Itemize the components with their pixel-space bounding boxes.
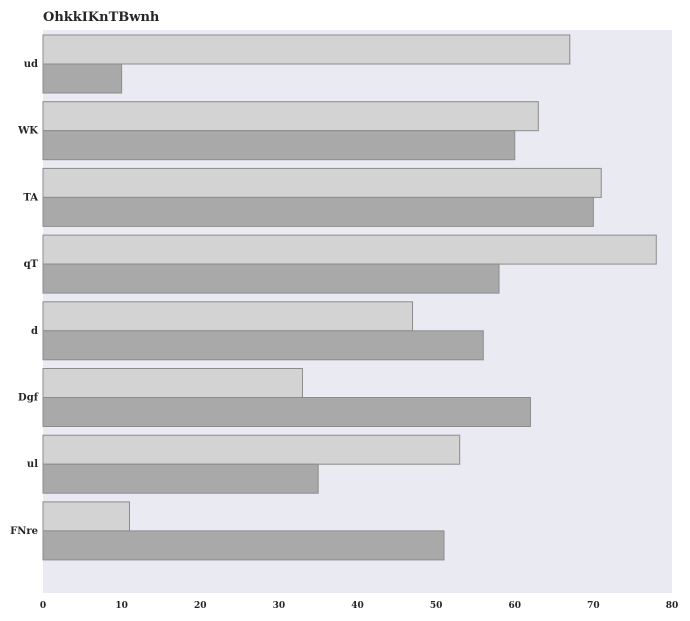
bar-fnre-series-2 [42,530,445,561]
x-tick-label-80: 80 [666,601,679,611]
x-tick-label-0: 0 [40,601,46,611]
bar-wk-series-2 [42,130,516,161]
x-axis-ticks: 0 10 20 30 40 50 60 70 80 [40,601,678,611]
x-tick-label-30: 30 [273,601,286,611]
bar-ta-series-1 [42,167,602,198]
bars-group [42,34,657,561]
category-label-qt: qT [24,259,39,270]
bar-ud-series-2 [42,63,123,94]
bar-ud-series-1 [42,34,571,65]
category-label-ta: TA [23,192,38,203]
x-tick-label-10: 10 [115,601,128,611]
bar-qt-series-1 [42,234,657,265]
bar-wk-series-1 [42,101,539,132]
x-tick-label-70: 70 [587,601,600,611]
category-label-wk: WK [17,126,38,137]
category-labels: ud WK TA qT d Dgf ul FNre [10,59,39,537]
chart-title: OhkkIKnTBwnh [43,10,160,25]
bar-dgf-series-1 [42,368,303,398]
bar-dgf-series-2 [42,397,531,427]
bar-fnre-series-1 [42,501,130,532]
category-label-fnre: FNre [10,526,38,537]
bar-ta-series-2 [42,196,594,227]
x-tick-label-60: 60 [508,601,521,611]
category-label-d: d [31,326,38,337]
bar-d-series-2 [42,330,484,361]
category-label-ud: ud [24,59,38,70]
category-label-ul: ul [27,459,38,470]
bar-d-series-1 [42,301,414,332]
x-tick-label-50: 50 [430,601,443,611]
bar-ul-series-1 [42,434,461,465]
category-label-dgf: Dgf [18,393,39,404]
bar-ul-series-2 [42,463,319,494]
x-tick-label-20: 20 [194,601,207,611]
bar-qt-series-2 [42,263,500,294]
x-tick-label-40: 40 [351,601,364,611]
